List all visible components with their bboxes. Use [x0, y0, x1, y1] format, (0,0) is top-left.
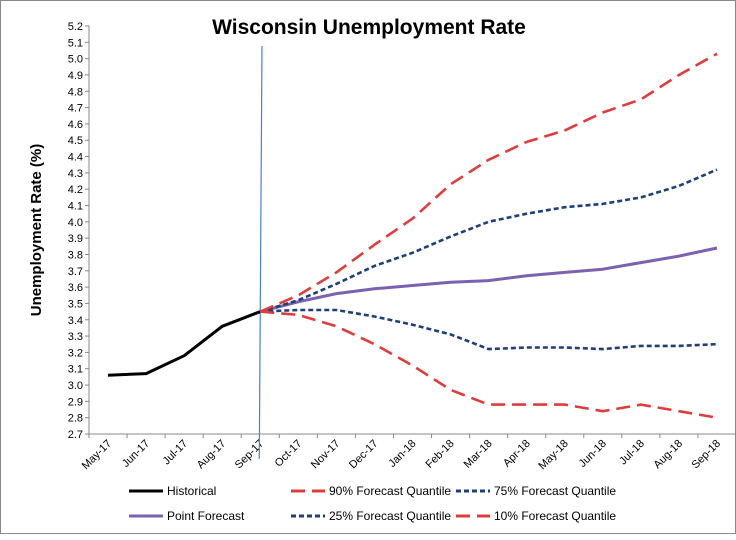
y-tick-label: 4.5 [68, 135, 83, 147]
y-tick-label: 4.0 [68, 217, 83, 229]
x-tick-label: Sep-18 [690, 438, 724, 472]
x-tick-label: Apr-18 [501, 438, 533, 470]
legend-label: 25% Forecast Quantile [329, 509, 451, 523]
legend-label: Point Forecast [167, 509, 245, 523]
x-tick-label: Oct-17 [273, 438, 305, 470]
y-tick-label: 3.4 [68, 315, 83, 327]
y-tick-label: 2.9 [68, 396, 83, 408]
y-tick-label: 5.1 [68, 37, 83, 49]
series-line-historical [108, 312, 260, 376]
y-tick-label: 2.7 [68, 429, 83, 441]
y-tick-label: 4.9 [68, 70, 83, 82]
y-tick-label: 4.7 [68, 103, 83, 115]
series-line-90-forecast-quantile [260, 54, 717, 312]
series-line-point-forecast [260, 248, 717, 312]
x-tick-label: Jun-18 [577, 438, 609, 470]
x-tick-label: Jul-18 [617, 438, 647, 468]
y-axis-label: Unemployment Rate (%) [28, 144, 45, 317]
x-tick-label: Aug-18 [651, 438, 685, 472]
y-tick-label: 3.1 [68, 364, 83, 376]
y-tick-label: 3.7 [68, 266, 83, 278]
y-tick-label: 3.5 [68, 298, 83, 310]
y-tick-label: 4.4 [68, 152, 83, 164]
x-tick-label: Jul-17 [161, 438, 191, 468]
series-line-25-forecast-quantile [260, 310, 717, 349]
x-tick-label: Nov-17 [309, 438, 343, 472]
y-tick-label: 5.0 [68, 54, 83, 66]
chart-title: Wisconsin Unemployment Rate [212, 16, 526, 39]
forecast-start-marker-line [259, 46, 262, 459]
y-tick-label: 5.2 [68, 21, 83, 33]
legend-label: Historical [167, 484, 216, 498]
series-line-10-forecast-quantile [260, 312, 717, 418]
y-tick-label: 3.6 [68, 282, 83, 294]
x-tick-label: Feb-18 [424, 438, 457, 471]
y-tick-label: 2.8 [68, 413, 83, 425]
legend-label: 10% Forecast Quantile [494, 509, 616, 523]
y-tick-label: 4.8 [68, 86, 83, 98]
y-tick-label: 3.0 [68, 380, 83, 392]
y-tick-label: 3.3 [68, 331, 83, 343]
y-tick-label: 3.2 [68, 347, 83, 359]
y-tick-label: 3.9 [68, 233, 83, 245]
x-tick-label: Sep-17 [233, 438, 267, 472]
x-tick-label: Jun-17 [120, 438, 152, 470]
y-tick-label: 3.8 [68, 249, 83, 261]
x-tick-label: May-17 [80, 438, 114, 472]
x-tick-label: Mar-18 [462, 438, 495, 471]
y-tick-label: 4.1 [68, 201, 83, 213]
y-tick-label: 4.6 [68, 119, 83, 131]
x-tick-label: Aug-17 [195, 438, 229, 472]
legend-label: 75% Forecast Quantile [494, 484, 616, 498]
y-tick-label: 4.2 [68, 184, 83, 196]
series-line-75-forecast-quantile [260, 170, 717, 312]
x-tick-label: Dec-17 [347, 438, 381, 472]
y-tick-label: 4.3 [68, 168, 83, 180]
x-tick-label: Jan-18 [386, 438, 418, 470]
legend-label: 90% Forecast Quantile [329, 484, 451, 498]
x-tick-label: May-18 [536, 438, 570, 472]
